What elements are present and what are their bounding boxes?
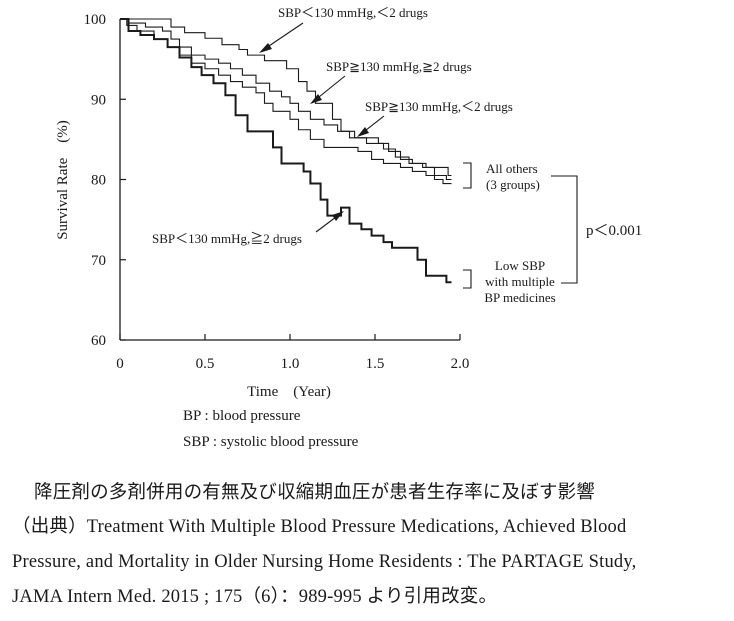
x-tick-label: 0 bbox=[116, 356, 124, 372]
series-label-3: SBP≧130 mmHg,＜2 drugs bbox=[357, 99, 513, 137]
caption-title: 降圧剤の多剤併用の有無及び収縮期血圧が患者生存率に及ぼす影響 bbox=[34, 483, 596, 503]
caption-source-line-2: Pressure, and Mortality in Older Nursing… bbox=[12, 552, 637, 572]
curves bbox=[120, 18, 452, 284]
series-label-2-text: SBP≧130 mmHg,≧2 drugs bbox=[326, 59, 472, 74]
group-label-low-sbp: Low SBP with multiple BP medicines bbox=[484, 258, 555, 305]
series-label-1-text: SBP＜130 mmHg,＜2 drugs bbox=[278, 5, 428, 20]
grpLow-line: BP medicines bbox=[484, 290, 555, 305]
series-label-4-arrowhead bbox=[332, 211, 344, 221]
grpLow-line: Low SBP bbox=[495, 258, 545, 273]
y-tick-label: 60 bbox=[91, 333, 106, 349]
x-ticks: 0 0.5 1.0 1.5 2.0 bbox=[116, 334, 469, 372]
p-value: p＜0.001 bbox=[586, 223, 642, 239]
note-sbp: SBP : systolic blood pressure bbox=[183, 434, 359, 450]
x-tick-label: 1.5 bbox=[366, 356, 385, 372]
series-label-3-text: SBP≧130 mmHg,＜2 drugs bbox=[365, 99, 513, 114]
group-label-all-others: All others (3 groups) bbox=[486, 161, 540, 192]
caption-source-line-1: （出典）Treatment With Multiple Blood Pressu… bbox=[12, 517, 627, 537]
y-tick-label: 70 bbox=[91, 253, 106, 269]
grpAll-line: (3 groups) bbox=[486, 177, 540, 192]
x-tick-label: 0.5 bbox=[196, 356, 215, 372]
note-bp: BP : blood pressure bbox=[183, 408, 301, 424]
y-tick-label: 80 bbox=[91, 173, 106, 189]
grpLow-line: with multiple bbox=[485, 274, 555, 289]
survival-chart: 0 0.5 1.0 1.5 2.0 60 70 80 90 100 Survival Rate … bbox=[55, 5, 642, 400]
grpAll-line: All others bbox=[486, 161, 538, 176]
y-axis-title: Survival Rate (%) bbox=[55, 120, 71, 240]
series-label-1-arrowhead bbox=[259, 43, 272, 53]
y-tick-label: 90 bbox=[91, 92, 106, 108]
x-tick-label: 2.0 bbox=[451, 356, 470, 372]
series-curve-4 bbox=[120, 18, 452, 284]
series-curve-1 bbox=[120, 18, 452, 177]
bracket-all-others bbox=[463, 162, 472, 189]
x-tick-label: 1.0 bbox=[281, 356, 300, 372]
series-label-2: SBP≧130 mmHg,≧2 drugs bbox=[310, 59, 472, 104]
bracket-low-sbp bbox=[463, 269, 472, 289]
series-label-2-arrowhead bbox=[310, 94, 322, 104]
y-ticks: 60 70 80 90 100 bbox=[84, 12, 126, 349]
series-label-3-arrowhead bbox=[357, 127, 369, 137]
series-curve-2 bbox=[120, 18, 452, 181]
series-label-4-text: SBP＜130 mmHg,≧2 drugs bbox=[152, 231, 302, 246]
y-tick-label: 100 bbox=[84, 12, 107, 28]
caption-source-line-3: JAMA Intern Med. 2015 ; 175（6）：989-995 よ… bbox=[12, 587, 498, 607]
x-axis-title: Time (Year) bbox=[247, 384, 331, 400]
p-value-bracket bbox=[551, 175, 578, 284]
series-label-4: SBP＜130 mmHg,≧2 drugs bbox=[152, 211, 344, 246]
series-label-1: SBP＜130 mmHg,＜2 drugs bbox=[259, 5, 428, 53]
